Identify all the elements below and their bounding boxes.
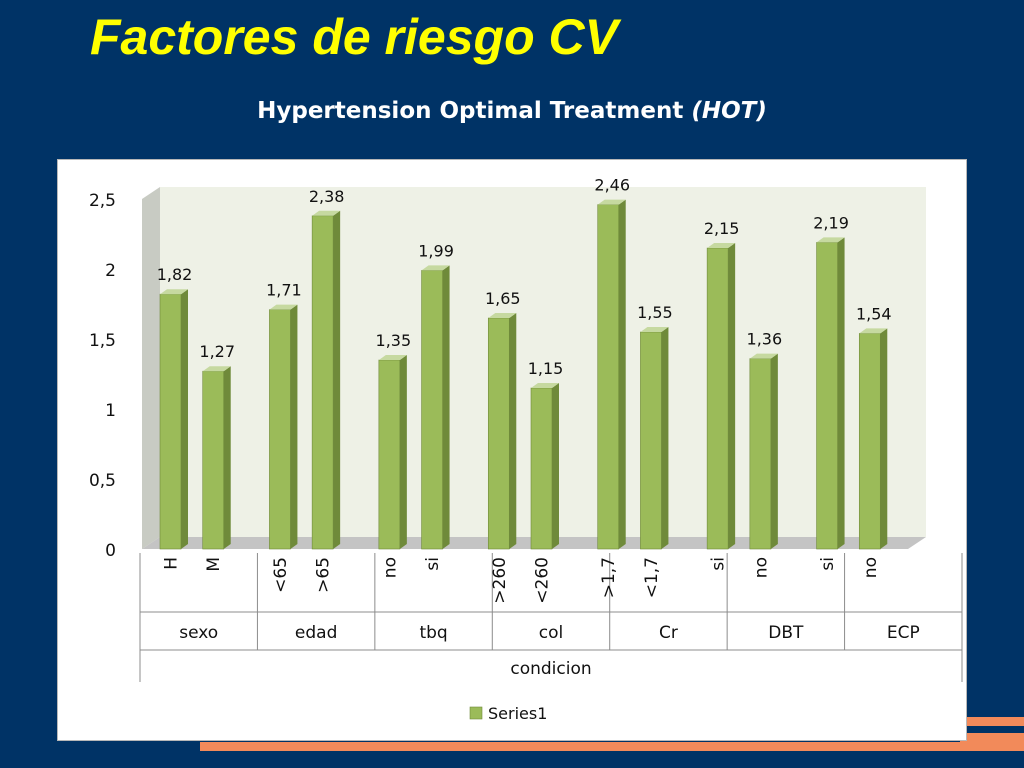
bar-side [509,313,517,549]
bar-top [202,366,231,372]
bar [202,370,225,550]
data-label: 1,99 [418,241,454,260]
bar [706,247,729,550]
bar-top [749,353,778,359]
bar-top [378,355,407,360]
y-tick-label: 0 [105,541,116,561]
group-label: Cr [659,623,678,643]
data-label: 1,82 [157,265,193,284]
category-label: no [861,557,881,578]
category-label: <65 [271,557,291,593]
bar [421,270,443,550]
data-label: 2,46 [594,176,630,195]
group-label: DBT [768,623,804,643]
accent-stripe [200,742,1024,751]
subtitle-acronym: (HOT) [691,98,767,124]
bar [749,358,772,550]
bar [858,333,881,550]
group-label: edad [295,623,337,643]
bar-side [880,328,888,549]
accent-stripe [960,717,1024,726]
bar-side [442,265,450,549]
bar [159,293,182,550]
bar-side [661,327,669,549]
bar-top [160,289,188,295]
category-label: >65 [314,557,334,593]
group-label: ECP [887,623,920,643]
bar-top [312,210,341,216]
bar-side [181,289,188,549]
bar [269,309,291,550]
bar [487,317,510,550]
slide-title: Factores de riesgo CV [90,9,618,65]
bar-side [728,243,736,549]
bar-top [488,313,517,318]
bar-side [552,383,559,549]
category-label: no [380,557,400,578]
data-label: 1,54 [856,304,892,323]
category-label: >1,7 [599,557,619,598]
group-label: sexo [179,623,218,643]
data-label: 2,38 [309,187,345,206]
bar-side [770,353,778,549]
legend-swatch [469,706,483,720]
category-label: si [423,557,443,571]
x-axis-title: condicion [510,659,591,679]
y-tick-label: 2,5 [89,191,116,211]
subtitle-main: Hypertension Optimal Treatment [257,98,692,124]
accent-stripe [960,733,1024,742]
chart-side-wall [142,187,160,549]
category-label: <260 [533,557,553,604]
bar [640,331,662,550]
data-label: 1,27 [199,342,235,361]
data-label: 1,15 [528,359,564,378]
bar-top [531,383,559,388]
data-label: 2,15 [704,219,740,238]
category-label: H [162,557,182,570]
category-label: >260 [490,557,510,604]
y-tick-label: 0,5 [89,471,116,491]
bar-top [421,265,450,271]
chart-panel: 0 0,5 1 1,5 2 2,5 1,82 1,27 1,71 2,38 1,35 1,99 1,65… [57,159,967,741]
data-label: 1,36 [747,330,783,349]
bar-side [290,304,298,549]
data-label: 1,65 [485,289,521,308]
bar-side [223,366,231,549]
bar [530,387,553,550]
bar [378,359,401,550]
bar-top [707,243,736,248]
bar-side [837,237,845,549]
bar-side [333,210,341,550]
bar-top [597,199,626,205]
slide-subtitle: Hypertension Optimal Treatment (HOT) [0,98,1024,124]
category-label: si [709,557,729,571]
data-label: 1,71 [266,281,302,300]
bar-top [640,327,669,332]
category-label: <1,7 [642,557,662,598]
group-label: col [539,623,563,643]
category-label: no [751,557,771,578]
bar-top [859,328,888,334]
data-label: 1,35 [376,331,412,350]
category-label: M [204,557,224,572]
bar [311,215,334,550]
bar-chart: 0 0,5 1 1,5 2 2,5 1,82 1,27 1,71 2,38 1,35 1,99 1,65… [89,176,963,723]
legend-label: Series1 [488,704,547,723]
category-label: si [818,557,838,571]
bar [816,242,838,550]
bar [597,204,620,550]
bar-side [618,199,626,549]
data-label: 2,19 [813,213,849,232]
data-label: 1,55 [637,303,673,322]
bar-top [269,304,298,310]
y-tick-label: 2 [105,261,116,281]
y-tick-label: 1 [105,401,116,421]
bar-top [816,237,845,243]
y-tick-label: 1,5 [89,331,116,351]
group-label: tbq [419,623,447,643]
bar-side [399,355,407,549]
